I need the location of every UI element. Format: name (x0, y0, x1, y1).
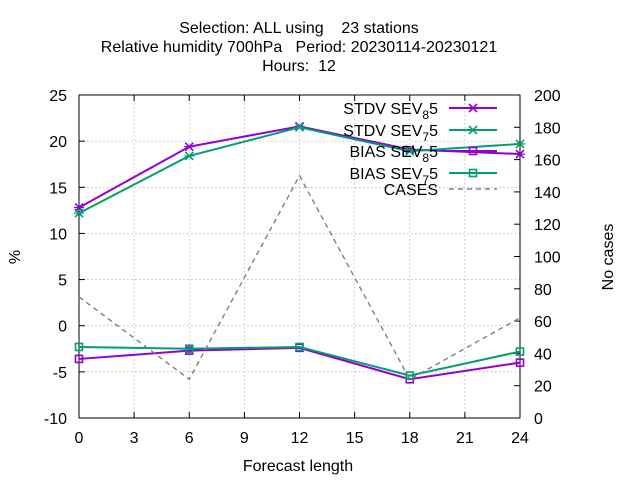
x-tick-label: 0 (75, 430, 84, 447)
plot-frame (78, 94, 521, 419)
x-tick-label: 9 (240, 430, 249, 447)
series-0-point (404, 144, 415, 155)
legend-label-subscript: 8 (422, 108, 429, 122)
legend-label-subscript: 8 (422, 151, 429, 165)
series-line-3 (78, 345, 521, 377)
x-tick-label: 3 (130, 430, 139, 447)
y-tick-label: 0 (58, 319, 67, 336)
y-tick-label: -10 (44, 411, 67, 428)
y2-tick-label: 80 (534, 282, 552, 299)
y2-tick-label: 160 (534, 153, 561, 170)
y2-tick-label: 60 (534, 314, 552, 331)
legend-label-4: CASES (384, 182, 438, 199)
legend-label-subscript: 7 (422, 173, 429, 187)
series-3-point (74, 342, 84, 352)
y-tick-label: 20 (49, 134, 67, 151)
x-tick-label: 15 (346, 430, 364, 447)
grid (79, 95, 520, 418)
legend-label-subscript: 7 (422, 130, 429, 144)
y2-tick-label: 120 (534, 217, 561, 234)
series-0-point (184, 142, 195, 152)
series-1-point (184, 151, 195, 161)
legend-label-2: BIAS SEV85 (349, 144, 438, 165)
legend-label-main: STDV SEV (343, 123, 422, 140)
series-2-point (515, 358, 525, 367)
series-3-point (184, 344, 194, 354)
x-tick-label: 24 (511, 430, 529, 447)
y2-tick-label: 0 (534, 411, 543, 428)
x-tick-label: 12 (291, 430, 309, 447)
legend-label-tail: 5 (429, 101, 438, 118)
y-tick-label: 25 (49, 88, 67, 105)
y2-tick-label: 200 (534, 88, 561, 105)
y-tick-label: -5 (53, 365, 67, 382)
y2-axis-label: No cases (600, 224, 617, 291)
series-1-point (294, 122, 305, 132)
series-1-point (404, 146, 415, 156)
y-tick-label: 15 (49, 180, 67, 197)
x-tick-label: 18 (401, 430, 419, 447)
legend-label-main: BIAS SEV (349, 166, 422, 183)
legend-label-1: STDV SEV75 (343, 123, 438, 144)
legend-label-tail: 5 (429, 144, 438, 161)
legend-marker-1 (468, 125, 478, 135)
series-1-point (515, 139, 525, 149)
y2-tick-label: 20 (534, 379, 552, 396)
x-tick-label: 6 (185, 430, 194, 447)
legend-marker-3 (468, 168, 478, 178)
legend-marker-0 (468, 103, 478, 113)
legend-marker-2 (468, 146, 478, 156)
legend-label-main: BIAS SEV (349, 144, 422, 161)
legend-label-0: STDV SEV85 (343, 101, 438, 122)
axes: -10 -5 0 5 10 15 20 25 0 3 6 9 12 15 18 21 24 0 20 40 60 80 10… (44, 88, 561, 447)
y-axis-label: % (7, 250, 24, 264)
series-3-point (515, 347, 525, 356)
series-2-point (74, 354, 84, 364)
legend-label-tail: 5 (429, 123, 438, 140)
x-axis-label: Forecast length (243, 458, 353, 475)
series-3-point (405, 371, 415, 380)
y-tick-label: 5 (58, 273, 67, 290)
series-3-point (295, 342, 304, 352)
y2-tick-label: 140 (534, 185, 561, 202)
y-tick-label: 10 (49, 226, 67, 243)
chart-title-line-1: Selection: ALL using 23 stations (179, 20, 419, 37)
y2-tick-label: 100 (534, 250, 561, 267)
y2-tick-label: 180 (534, 120, 561, 137)
legend-label-main: CASES (384, 182, 438, 199)
legend-label-main: STDV SEV (343, 101, 422, 118)
x-tick-label: 21 (456, 430, 474, 447)
chart-title-line-3: Hours: 12 (262, 58, 336, 75)
series-1-point (74, 208, 84, 218)
series-line-4 (78, 174, 521, 381)
y2-tick-label: 40 (534, 346, 552, 363)
series-0-point (515, 149, 525, 159)
chart-title-line-2: Relative humidity 700hPa Period: 2023011… (101, 39, 498, 56)
legend-label-tail: 5 (429, 166, 438, 183)
series (74, 121, 525, 384)
legend-label-3: BIAS SEV75 (349, 166, 438, 187)
